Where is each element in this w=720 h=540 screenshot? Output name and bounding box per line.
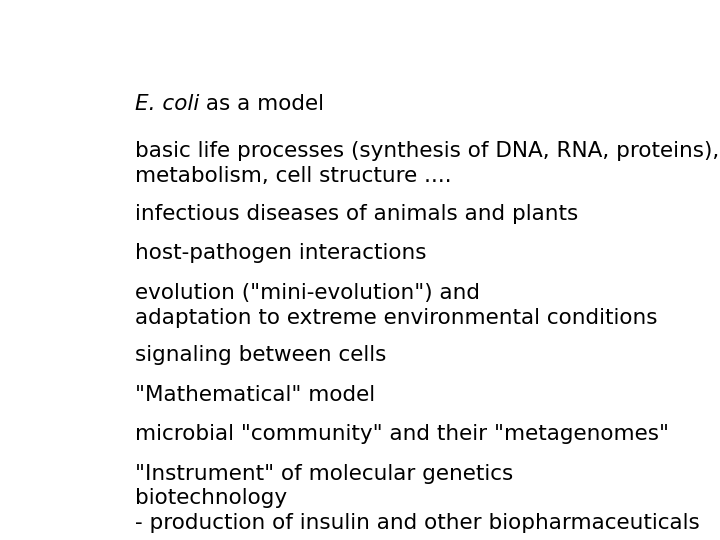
Text: basic life processes (synthesis of DNA, RNA, proteins),
metabolism, cell structu: basic life processes (synthesis of DNA, … — [135, 141, 719, 186]
Text: "Mathematical" model: "Mathematical" model — [135, 384, 375, 404]
Text: host-pathogen interactions: host-pathogen interactions — [135, 243, 426, 263]
Text: evolution ("mini-evolution") and
adaptation to extreme environmental conditions: evolution ("mini-evolution") and adaptat… — [135, 283, 657, 328]
Text: E. coli: E. coli — [135, 94, 199, 114]
Text: as a model: as a model — [199, 94, 324, 114]
Text: signaling between cells: signaling between cells — [135, 345, 386, 365]
Text: "Instrument" of molecular genetics
biotechnology
- production of insulin and oth: "Instrument" of molecular genetics biote… — [135, 464, 699, 533]
Text: microbial "community" and their "metagenomes": microbial "community" and their "metagen… — [135, 424, 669, 444]
Text: infectious diseases of animals and plants: infectious diseases of animals and plant… — [135, 204, 578, 224]
